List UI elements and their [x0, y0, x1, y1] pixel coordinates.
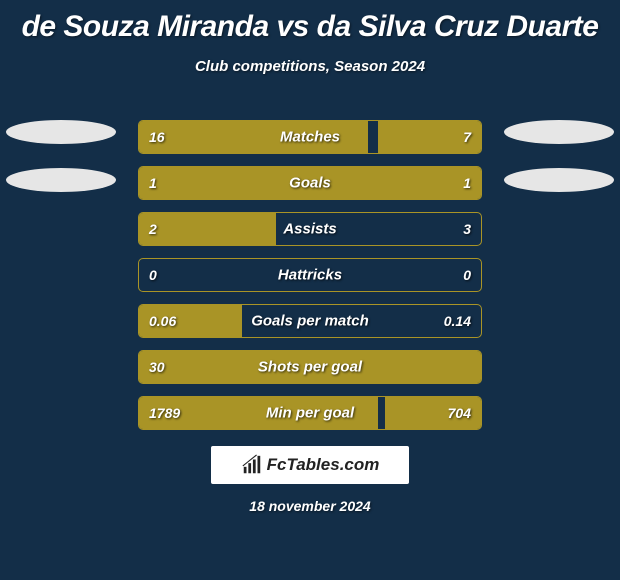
stat-row: 23Assists — [138, 212, 482, 246]
stat-row: 1789704Min per goal — [138, 396, 482, 430]
stat-label: Shots per goal — [139, 359, 481, 376]
placeholder-ellipse-icon — [504, 168, 614, 192]
placeholder-ellipse-icon — [6, 168, 116, 192]
placeholder-ellipse-icon — [6, 120, 116, 144]
stat-label: Assists — [139, 221, 481, 238]
stat-row: 30Shots per goal — [138, 350, 482, 384]
player-left-logos — [6, 120, 116, 216]
stat-row: 0.060.14Goals per match — [138, 304, 482, 338]
stat-row: 167Matches — [138, 120, 482, 154]
stat-row: 00Hattricks — [138, 258, 482, 292]
footer-date: 18 november 2024 — [0, 498, 620, 514]
stat-label: Matches — [139, 129, 481, 146]
brand-text: FcTables.com — [267, 455, 380, 475]
stat-row: 11Goals — [138, 166, 482, 200]
comparison-title: de Souza Miranda vs da Silva Cruz Duarte — [0, 0, 620, 44]
fctables-brand-badge: FcTables.com — [211, 446, 409, 484]
comparison-subtitle: Club competitions, Season 2024 — [0, 58, 620, 75]
placeholder-ellipse-icon — [504, 120, 614, 144]
stat-label: Min per goal — [139, 405, 481, 422]
stat-label: Goals — [139, 175, 481, 192]
player-right-logos — [504, 120, 614, 216]
stats-bar-chart: 167Matches 11Goals 23Assists 00Hattricks 0.0… — [138, 120, 482, 442]
stat-label: Goals per match — [139, 313, 481, 330]
bar-chart-icon — [241, 454, 263, 476]
stat-label: Hattricks — [139, 267, 481, 284]
